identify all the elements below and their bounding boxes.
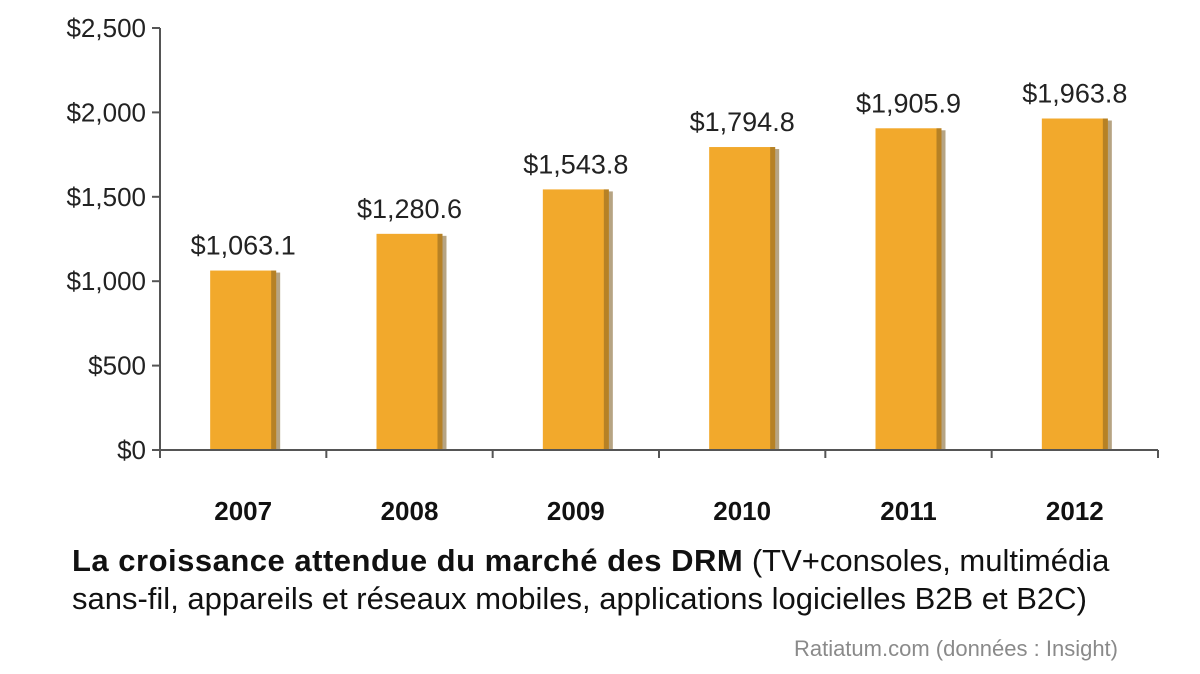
bar: [1041, 118, 1108, 450]
data-label: $1,794.8: [690, 107, 795, 137]
caption-rest: (TV+consoles, multimédia sans-fil, appar…: [72, 543, 1110, 616]
x-axis: 2007 2008 2009 2010 2011 2012: [159, 449, 1159, 526]
x-tick-label: 2009: [547, 496, 605, 526]
caption-bold: La croissance attendue du marché des DRM: [72, 543, 744, 578]
bars: $1,063.1 $1,280.6 $1,543.8 $1,794.8 $1,905.9…: [191, 79, 1127, 451]
chart-caption: La croissance attendue du marché des DRM…: [72, 542, 1152, 618]
bar-edge: [437, 233, 443, 450]
y-tick-label: $2,000: [66, 97, 146, 127]
x-tick-label: 2012: [1046, 496, 1104, 526]
bar-edge: [603, 189, 609, 450]
bar-edge: [271, 270, 277, 450]
y-tick-label: $1,500: [66, 182, 146, 212]
y-tick-label: $1,000: [66, 266, 146, 296]
bar-group: [709, 147, 780, 450]
data-label: $1,063.1: [191, 231, 296, 261]
bar: [376, 233, 443, 450]
data-label: $1,543.8: [523, 149, 628, 179]
source-credit: Ratiatum.com (données : Insight): [793, 636, 1118, 661]
x-tick-label: 2011: [880, 496, 936, 526]
bar-group: [542, 189, 613, 450]
data-label: $1,280.6: [357, 194, 462, 224]
bar-group: [1041, 118, 1112, 450]
bar-group: [875, 128, 946, 451]
data-label: $1,905.9: [856, 88, 961, 118]
y-tick-label: $500: [88, 351, 146, 381]
bar: [210, 270, 277, 450]
bar: [875, 128, 942, 451]
x-tick-label: 2010: [713, 496, 771, 526]
x-tick-label: 2008: [381, 496, 439, 526]
bar-edge: [1102, 118, 1108, 450]
y-tick-label: $0: [117, 435, 146, 465]
bar-group: [210, 270, 281, 450]
x-tick-label: 2007: [214, 496, 272, 526]
bar-edge: [936, 128, 942, 451]
y-tick-label: $2,500: [66, 13, 146, 43]
data-label: $1,963.8: [1022, 79, 1127, 109]
bar: [542, 189, 609, 450]
y-axis: $0 $500 $1,000 $1,500 $2,000 $2,500: [66, 13, 161, 465]
bar-chart: $0$500$1,000$1,500$2,000$2,500 $1,063.1$…: [66, 13, 1159, 526]
bar: [709, 147, 776, 450]
bar-edge: [770, 147, 776, 450]
bar-group: [376, 233, 447, 450]
